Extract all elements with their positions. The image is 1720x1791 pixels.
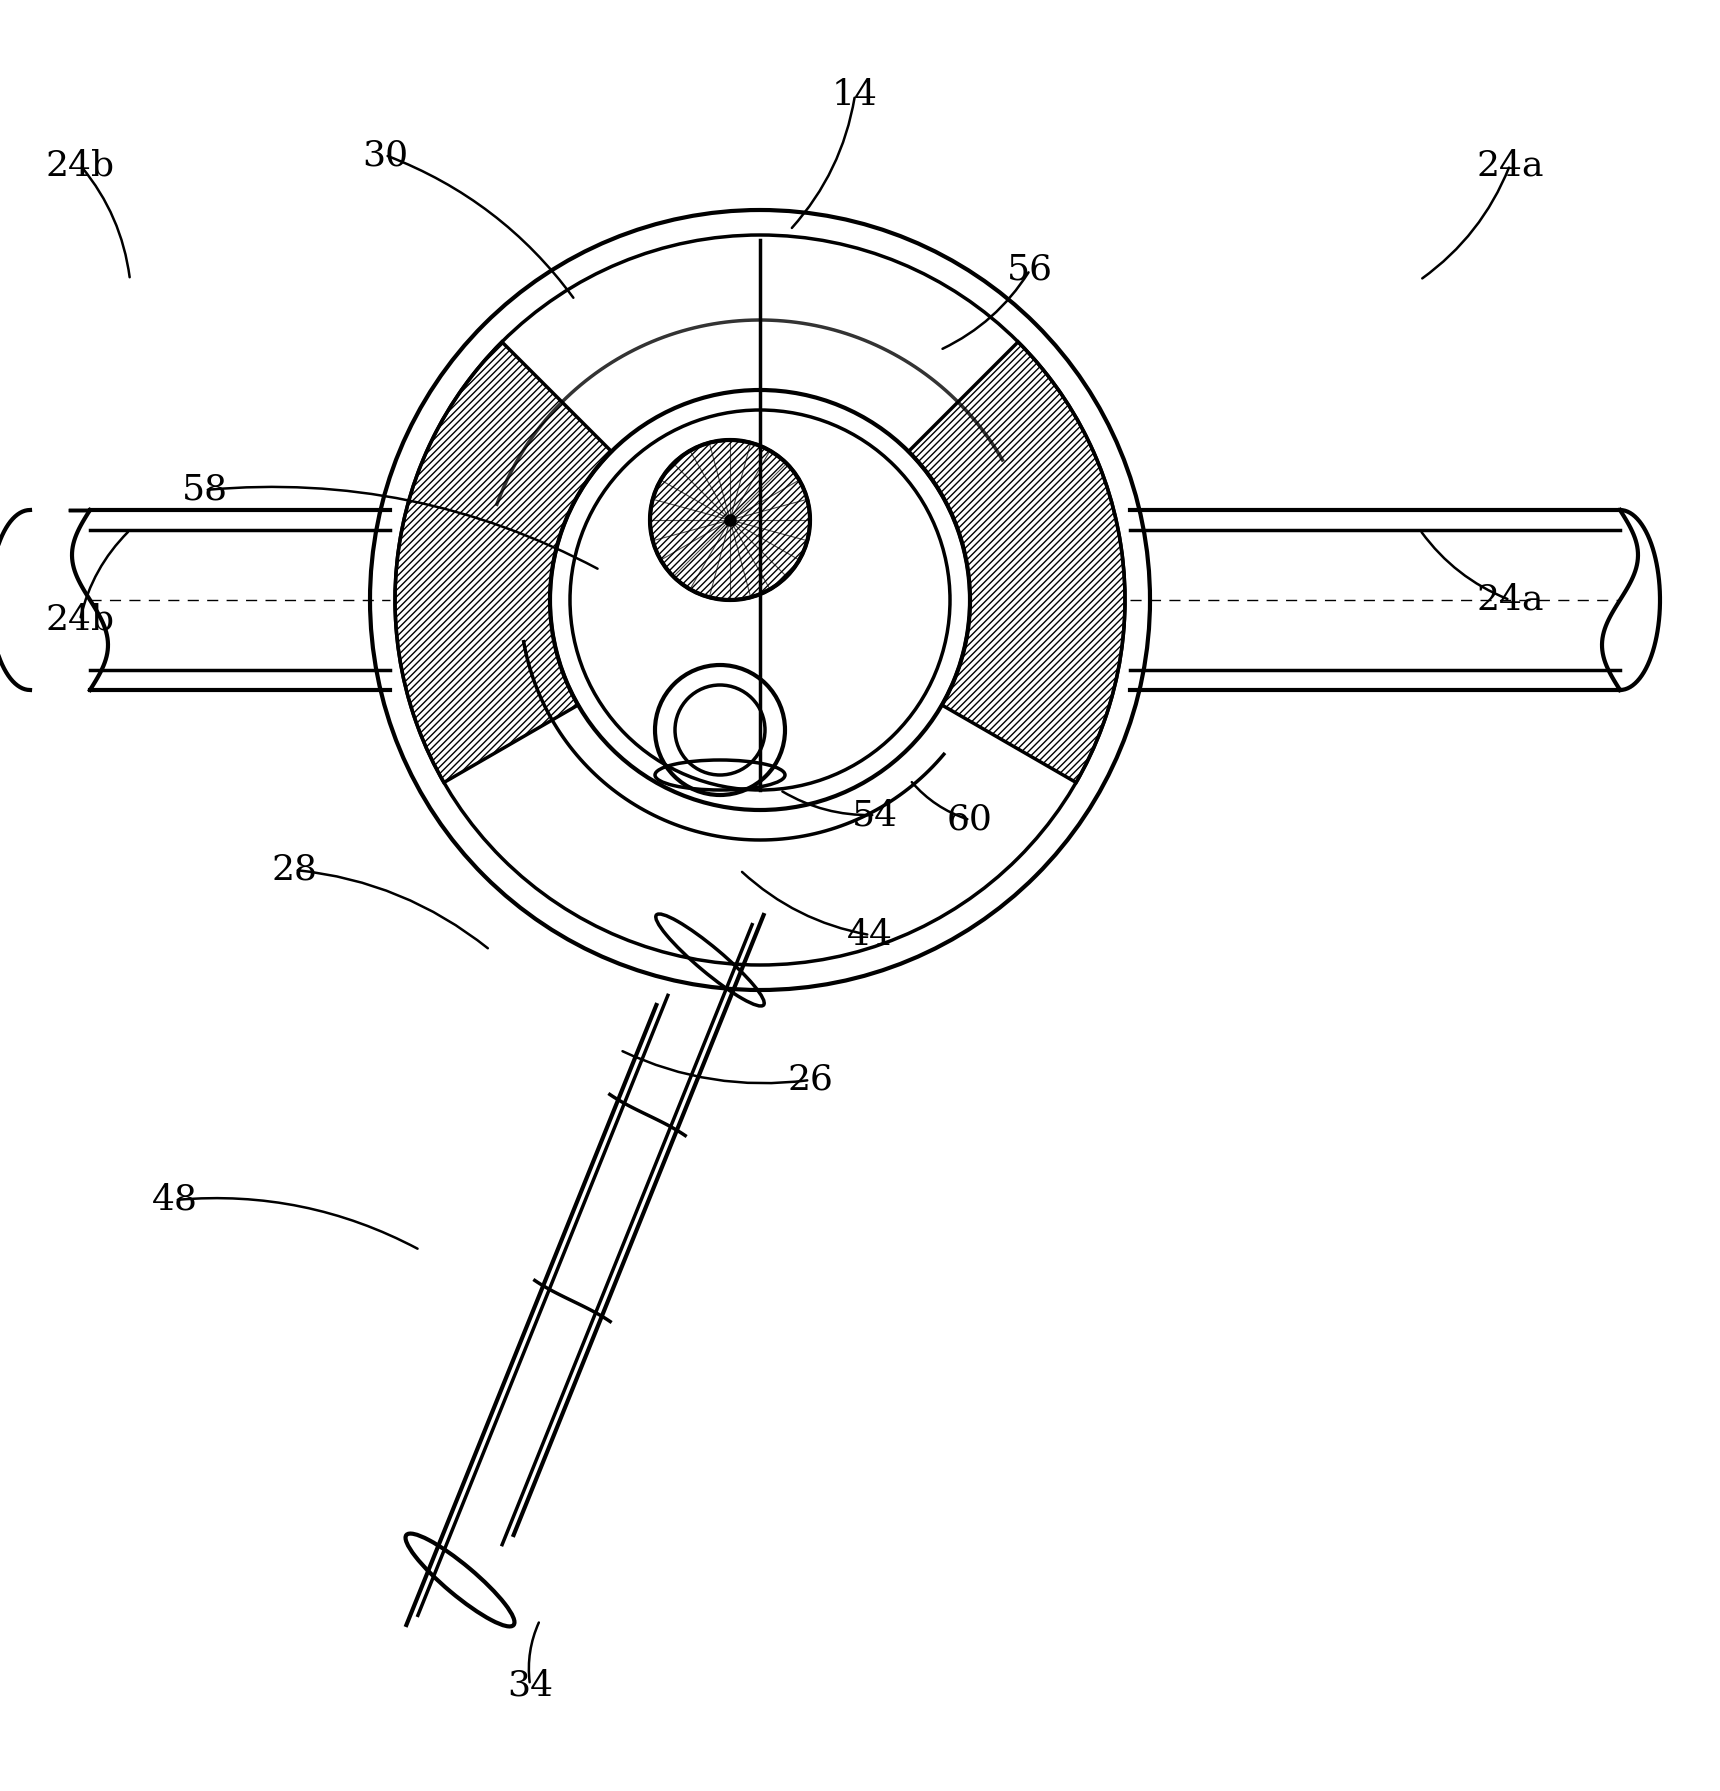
Text: 24b: 24b <box>45 149 115 183</box>
Text: 34: 34 <box>507 1667 554 1701</box>
Text: 58: 58 <box>182 473 229 507</box>
Text: 48: 48 <box>151 1184 198 1218</box>
Text: 24a: 24a <box>1476 149 1545 183</box>
Text: 60: 60 <box>948 802 992 836</box>
Text: 26: 26 <box>788 1064 832 1098</box>
Text: 44: 44 <box>846 919 893 953</box>
Text: 24b: 24b <box>45 604 115 638</box>
Text: 28: 28 <box>272 853 318 887</box>
Text: 30: 30 <box>361 138 408 172</box>
Text: 24a: 24a <box>1476 584 1545 618</box>
Text: 14: 14 <box>832 79 877 113</box>
Text: 54: 54 <box>851 799 898 833</box>
Text: 56: 56 <box>1006 253 1053 287</box>
